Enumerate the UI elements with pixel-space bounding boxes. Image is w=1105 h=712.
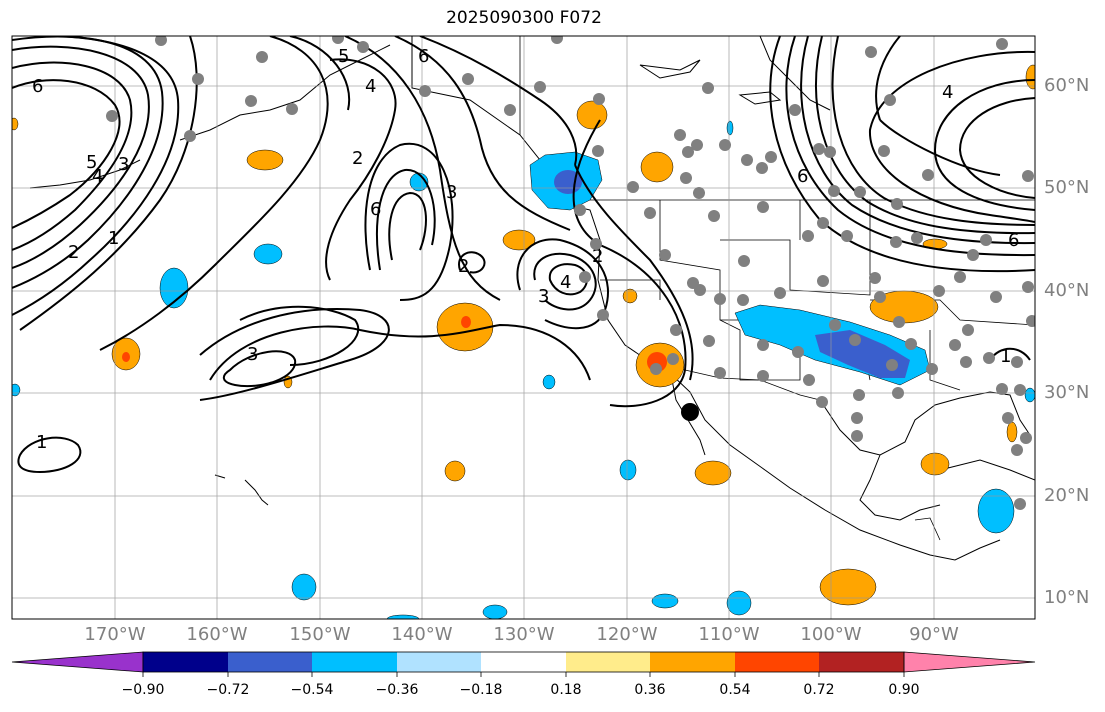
contour-label: 4 bbox=[365, 76, 376, 97]
contour-label: 6 bbox=[418, 46, 429, 67]
colorbar-tick-label: −0.72 bbox=[206, 682, 250, 698]
lat-label: 50°N bbox=[1044, 177, 1090, 198]
lon-label: 130°W bbox=[493, 624, 555, 645]
contour-label: 6 bbox=[1008, 230, 1019, 251]
colorbar-bin bbox=[228, 652, 312, 672]
contour-label: 6 bbox=[370, 199, 381, 220]
colorbar-tick-label: −0.18 bbox=[459, 682, 503, 698]
contour-label: 4 bbox=[942, 82, 953, 103]
contour-label: 6 bbox=[32, 76, 43, 97]
colorbar-bin bbox=[312, 652, 397, 672]
contour-label: 5 bbox=[86, 152, 97, 173]
lat-label: 40°N bbox=[1044, 280, 1090, 301]
colorbar-bin bbox=[143, 652, 228, 672]
colorbar-extend-low bbox=[11, 651, 144, 673]
lat-label: 60°N bbox=[1044, 75, 1090, 96]
contour-label: 3 bbox=[538, 286, 549, 307]
contour-label: 5 bbox=[338, 46, 349, 67]
contour-labels: 6 5 4 3 2 1 6 2 5 4 6 3 2 2 4 3 3 1 6 4 … bbox=[32, 46, 1019, 453]
colorbar-tick-label: 0.18 bbox=[550, 682, 582, 698]
contour-label: 4 bbox=[560, 272, 571, 293]
contour-label: 2 bbox=[592, 246, 603, 267]
lon-label: 120°W bbox=[596, 624, 658, 645]
contours bbox=[12, 36, 1035, 474]
gridlines bbox=[12, 36, 1035, 619]
colorbar-bin bbox=[735, 652, 819, 672]
lon-label: 140°W bbox=[391, 624, 453, 645]
contour-label: 2 bbox=[458, 256, 469, 277]
map-frame bbox=[11, 35, 1036, 620]
lon-label: 160°W bbox=[186, 624, 248, 645]
lon-label: 170°W bbox=[84, 624, 146, 645]
contour-label: 2 bbox=[68, 242, 79, 263]
negative-anomalies bbox=[12, 120, 1035, 619]
station-dots bbox=[106, 36, 1035, 510]
contour-label: 2 bbox=[352, 148, 363, 169]
contour-label: 6 bbox=[797, 166, 808, 187]
contour-label: 1 bbox=[108, 228, 119, 249]
lat-label: 20°N bbox=[1044, 485, 1090, 506]
colorbar-tick-label: −0.90 bbox=[121, 682, 165, 698]
colorbar bbox=[11, 651, 1036, 677]
contour-label: 3 bbox=[118, 154, 129, 175]
colorbar-bin bbox=[650, 652, 735, 672]
colorbar-bin bbox=[819, 652, 904, 672]
colorbar-tick-label: 0.54 bbox=[719, 682, 751, 698]
colorbar-tick-label: 0.72 bbox=[803, 682, 835, 698]
colorbar-bin bbox=[481, 652, 566, 672]
contour-label: 4 bbox=[92, 166, 103, 187]
lon-label: 90°W bbox=[909, 624, 959, 645]
colorbar-bin bbox=[566, 652, 650, 672]
colorbar-tick-label: −0.36 bbox=[375, 682, 419, 698]
lon-label: 110°W bbox=[698, 624, 760, 645]
lon-label: 100°W bbox=[800, 624, 862, 645]
lat-label: 10°N bbox=[1044, 587, 1090, 608]
colorbar-tick-label: 0.36 bbox=[634, 682, 666, 698]
colorbar-tick-label: −0.54 bbox=[290, 682, 334, 698]
colorbar-frame bbox=[142, 651, 905, 673]
contour-label: 3 bbox=[247, 344, 258, 365]
highlight-station bbox=[681, 403, 699, 421]
colorbar-bin bbox=[397, 652, 481, 672]
lon-label: 150°W bbox=[289, 624, 351, 645]
contour-label: 1 bbox=[36, 432, 47, 453]
map-title: 2025090300 F072 bbox=[446, 8, 602, 28]
contour-label: 3 bbox=[446, 182, 457, 203]
colorbar-extend-high bbox=[903, 651, 1036, 673]
lat-label: 30°N bbox=[1044, 382, 1090, 403]
contour-label: 1 bbox=[1000, 346, 1011, 367]
colorbar-tick-label: 0.90 bbox=[888, 682, 920, 698]
